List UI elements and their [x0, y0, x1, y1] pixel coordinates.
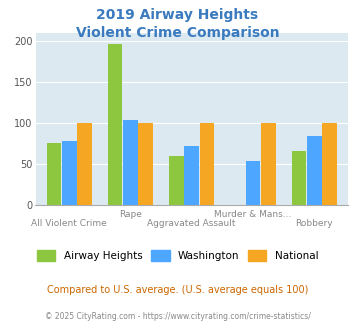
Bar	[62, 141, 77, 205]
Legend: Airway Heights, Washington, National: Airway Heights, Washington, National	[32, 246, 323, 265]
Bar	[47, 143, 61, 205]
Bar	[123, 120, 138, 205]
Text: © 2025 CityRating.com - https://www.cityrating.com/crime-statistics/: © 2025 CityRating.com - https://www.city…	[45, 312, 310, 321]
Bar	[169, 155, 184, 205]
Bar	[184, 146, 199, 205]
Text: Murder & Mans...: Murder & Mans...	[214, 210, 292, 218]
Text: 2019 Airway Heights: 2019 Airway Heights	[97, 8, 258, 22]
Text: Rape: Rape	[119, 210, 142, 218]
Bar	[138, 123, 153, 205]
Text: Robbery: Robbery	[295, 219, 333, 228]
Bar	[322, 123, 337, 205]
Bar	[261, 123, 275, 205]
Bar	[246, 161, 260, 205]
Bar	[108, 45, 122, 205]
Text: Compared to U.S. average. (U.S. average equals 100): Compared to U.S. average. (U.S. average …	[47, 285, 308, 295]
Bar	[77, 123, 92, 205]
Text: Violent Crime Comparison: Violent Crime Comparison	[76, 26, 279, 40]
Bar	[200, 123, 214, 205]
Text: All Violent Crime: All Violent Crime	[31, 219, 107, 228]
Bar	[291, 151, 306, 205]
Bar	[307, 136, 322, 205]
Text: Aggravated Assault: Aggravated Assault	[147, 219, 236, 228]
